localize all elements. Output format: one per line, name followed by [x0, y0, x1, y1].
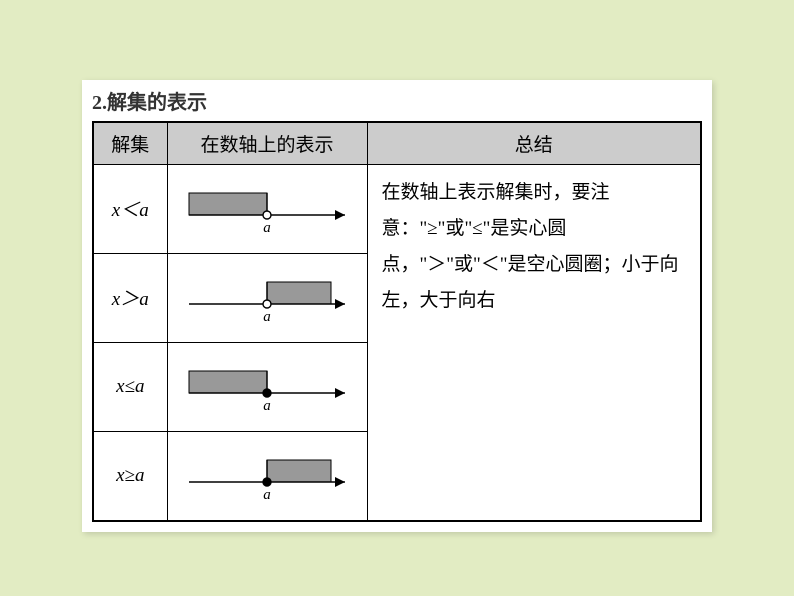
section-title: 2.解集的表示 — [92, 86, 702, 115]
number-line-diagram: a — [177, 446, 357, 506]
expression-cell: x＞a — [93, 253, 167, 342]
svg-text:a: a — [263, 487, 271, 503]
svg-text:a: a — [263, 220, 271, 236]
diagram-cell: a — [167, 342, 367, 431]
header-solution-set: 解集 — [93, 122, 167, 164]
header-summary: 总结 — [367, 122, 701, 164]
diagram-cell: a — [167, 431, 367, 521]
table-row: x＜a a在数轴上表示解集时，要注意："≥"或"≤"是实心圆点，"＞"或"＜"是… — [93, 164, 701, 253]
number-line-diagram: a — [177, 268, 357, 328]
number-line-diagram: a — [177, 357, 357, 417]
section-title-text: 解集的表示 — [107, 92, 207, 114]
diagram-cell: a — [167, 253, 367, 342]
expression-cell: x≤a — [93, 342, 167, 431]
number-line-diagram: a — [177, 179, 357, 239]
solution-set-table: 解集 在数轴上的表示 总结 x＜a a在数轴上表示解集时，要注意："≥"或"≤"… — [92, 121, 702, 522]
expression-cell: x≥a — [93, 431, 167, 521]
diagram-cell: a — [167, 164, 367, 253]
section-number: 2. — [92, 92, 107, 114]
summary-cell: 在数轴上表示解集时，要注意："≥"或"≤"是实心圆点，"＞"或"＜"是空心圆圈；… — [367, 164, 701, 521]
content-box: 2.解集的表示 解集 在数轴上的表示 总结 x＜a a在数轴上表示解集时，要注意… — [82, 80, 712, 532]
header-diagram: 在数轴上的表示 — [167, 122, 367, 164]
expression-cell: x＜a — [93, 164, 167, 253]
svg-text:a: a — [263, 309, 271, 325]
svg-text:a: a — [263, 398, 271, 414]
header-row: 解集 在数轴上的表示 总结 — [93, 122, 701, 164]
